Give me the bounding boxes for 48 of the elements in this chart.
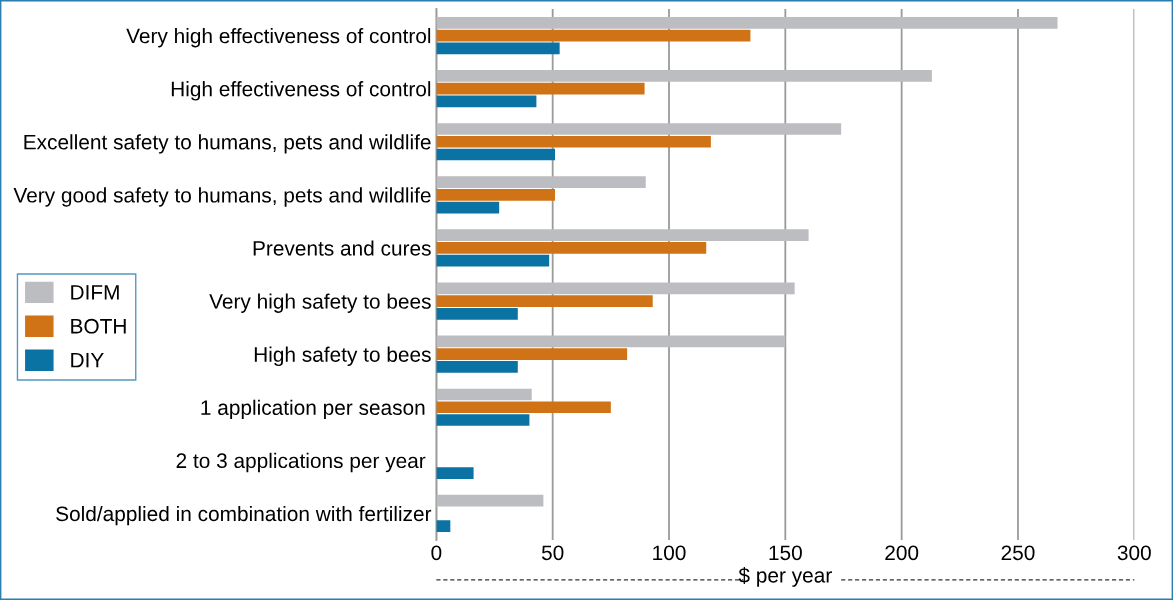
bar xyxy=(436,307,518,320)
bar xyxy=(436,135,711,148)
x-tick-label: 150 xyxy=(769,545,802,561)
x-tick-label: 0 xyxy=(431,545,442,561)
y-tick-label: Very high safety to bees xyxy=(209,293,431,313)
bar xyxy=(436,70,932,82)
bar xyxy=(436,148,555,161)
bar xyxy=(436,348,628,360)
x-tick-label: 50 xyxy=(541,545,564,561)
bar xyxy=(436,254,550,267)
y-tick-label: Very high effectiveness of control xyxy=(126,28,431,48)
bar xyxy=(436,82,645,95)
bar xyxy=(436,189,555,201)
bar xyxy=(436,201,500,214)
bar xyxy=(436,123,842,135)
legend-label: DIFM xyxy=(71,285,119,300)
y-tick-label: Excellent safety to humans, pets and wildlife xyxy=(24,134,431,154)
bar xyxy=(436,42,560,55)
bar xyxy=(436,361,518,373)
bar xyxy=(436,494,544,507)
bar xyxy=(436,467,474,479)
x-tick-label: 100 xyxy=(653,545,686,561)
legend-label: DIY xyxy=(71,352,104,368)
bar xyxy=(436,520,451,533)
bar xyxy=(436,335,786,348)
bar xyxy=(436,29,751,42)
bar xyxy=(436,16,1058,29)
y-tick-label: Prevents and cures xyxy=(253,240,431,256)
x-tick-label: 200 xyxy=(885,545,919,561)
bar xyxy=(436,176,646,188)
x-tick-label: 300 xyxy=(1117,545,1151,561)
bar xyxy=(436,242,707,254)
y-tick-label: Very good safety to humans, pets and wildlife xyxy=(13,187,431,207)
bar xyxy=(436,401,611,414)
x-axis-title: $ per year xyxy=(738,567,832,587)
y-tick-label: 2 to 3 applications per year xyxy=(176,452,426,473)
y-tick-label: 1 application per season xyxy=(201,399,425,420)
bar xyxy=(436,95,537,108)
bar xyxy=(436,295,653,307)
bar xyxy=(436,388,532,401)
y-tick-label: High effectiveness of control xyxy=(171,81,431,101)
y-tick-label: Sold/applied in combination with fertilizer xyxy=(56,505,432,526)
bar xyxy=(436,414,530,426)
legend-label: BOTH xyxy=(71,318,126,334)
x-tick-label: 250 xyxy=(1001,545,1035,561)
y-tick-label: High safety to bees xyxy=(254,346,431,367)
bar xyxy=(436,282,795,295)
bar xyxy=(436,229,809,242)
